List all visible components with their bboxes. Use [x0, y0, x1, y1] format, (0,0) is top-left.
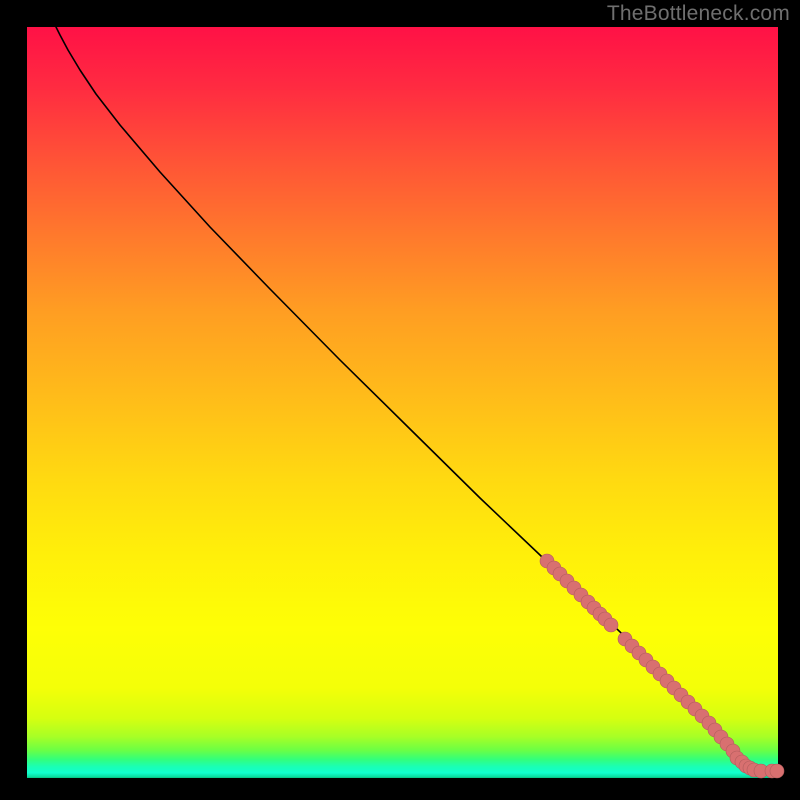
data-marker [604, 618, 618, 632]
trend-curve [56, 27, 778, 771]
chart-container: TheBottleneck.com [0, 0, 800, 800]
watermark-text: TheBottleneck.com [607, 2, 790, 26]
chart-svg [0, 0, 800, 800]
data-marker [770, 764, 784, 778]
marker-group [540, 554, 784, 778]
